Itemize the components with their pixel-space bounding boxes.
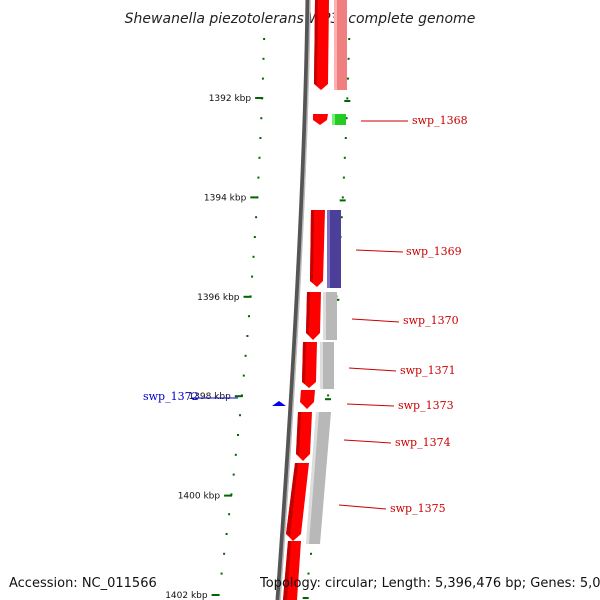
gene-arrow-swp-1374[interactable]	[296, 412, 312, 461]
gene-arrow-swp-1375[interactable]	[286, 463, 309, 541]
gene-block-swp-1369[interactable]	[327, 210, 341, 288]
scale-dot	[340, 216, 343, 219]
scale-dot	[228, 513, 231, 516]
callout-swp-1373[interactable]: swp_1373	[346, 399, 454, 412]
scale-dot	[310, 552, 312, 555]
scale-tick-label: 1394 kbp	[204, 193, 247, 203]
scale-dot	[341, 196, 344, 199]
page-title: Shewanella piezotolerans WP3, complete g…	[125, 11, 476, 27]
scale-dot	[258, 156, 261, 159]
scale-tick-outer	[302, 597, 309, 599]
scale-dot	[252, 255, 255, 258]
scale-tick-outer	[325, 398, 331, 401]
scale-dot	[237, 434, 239, 436]
scale-tick	[243, 295, 252, 298]
scale-tick-label: 1396 kbp	[197, 293, 240, 303]
topology-text: Topology: circular; Length: 5,396,476 bp…	[259, 576, 600, 591]
scale-dot	[244, 354, 247, 357]
scale-dot	[345, 117, 348, 120]
gene-label-swp-1374: swp_1374	[395, 436, 451, 449]
scale-dot	[262, 57, 265, 60]
scale-dot	[343, 156, 346, 159]
gene-block-swp-1374[interactable]	[306, 412, 331, 544]
accession-text: Accession: NC_011566	[9, 576, 157, 591]
scale-dot	[253, 236, 256, 238]
scale-dot	[242, 374, 245, 377]
scale-dot	[234, 453, 237, 456]
scale-dot	[248, 315, 250, 318]
scale-dot	[347, 77, 349, 80]
gene-arrow-swp-1371[interactable]	[302, 342, 317, 388]
gene-block-swp-1368[interactable]	[332, 114, 346, 125]
scale-dot	[232, 473, 235, 476]
gene-arrow-top[interactable]	[314, 0, 329, 90]
scale-dot	[327, 394, 330, 397]
scale-dot	[225, 533, 228, 535]
callout-swp-1371[interactable]: swp_1371	[348, 364, 456, 377]
gene-arrow-swp-1370[interactable]	[306, 292, 321, 340]
scale-tick	[211, 594, 220, 596]
scale-tick	[234, 395, 243, 398]
scale-dot	[260, 117, 263, 120]
scale-tick-label: 1400 kbp	[178, 492, 221, 502]
gene-label-swp-1370: swp_1370	[403, 314, 459, 327]
scale-dot	[220, 572, 223, 575]
scale-dot	[230, 493, 233, 496]
scale-dot	[246, 335, 249, 337]
callout-swp-1370[interactable]: swp_1370	[351, 314, 459, 327]
gene-label-swp-1369: swp_1369	[406, 245, 462, 258]
gene-block-top-pink[interactable]	[334, 0, 347, 90]
scale-dot	[261, 77, 264, 80]
gene-arrow-bottom[interactable]	[283, 541, 301, 600]
gene-arrow-swp-1369[interactable]	[310, 210, 325, 287]
gene-marker-swp-1372[interactable]	[272, 401, 286, 406]
genome-backbone	[275, 0, 311, 600]
gene-block-swp-1370[interactable]	[323, 292, 337, 340]
gene-arrow-swp-1368[interactable]	[313, 114, 328, 125]
scale-tick	[224, 494, 233, 497]
scale-dot	[346, 97, 349, 100]
gene-arrow-swp-1373[interactable]	[300, 390, 315, 409]
scale-dot	[239, 414, 241, 417]
scale-dot	[263, 38, 266, 40]
callout-swp-1374[interactable]: swp_1374	[343, 436, 451, 449]
scale-tick	[255, 97, 264, 99]
callout-swp-1368[interactable]: swp_1368	[361, 114, 468, 127]
scale-dot	[348, 38, 351, 40]
scale-dot	[307, 572, 310, 575]
scale-tick-label: 1398 kbp	[188, 392, 231, 402]
scale-dot	[223, 552, 226, 555]
gene-label-swp-1371: swp_1371	[400, 364, 456, 377]
scale-tick-outer	[339, 199, 346, 202]
scale-tick-label: 1402 kbp	[165, 591, 208, 600]
gene-label-swp-1368: swp_1368	[412, 114, 468, 127]
scale-dot	[347, 57, 350, 60]
scale-dot	[259, 137, 262, 139]
gene-label-swp-1373: swp_1373	[398, 399, 454, 412]
scale-dot	[344, 137, 347, 139]
scale-tick-label: 1392 kbp	[209, 94, 252, 104]
gene-labels: swp_1368 swp_1369 swp_1370 swp_1371 swp_…	[143, 114, 468, 515]
callout-swp-1369[interactable]: swp_1369	[355, 245, 462, 258]
scale-dot	[251, 275, 254, 278]
callout-swp-1375[interactable]: swp_1375	[338, 502, 446, 515]
scale-dot	[255, 216, 258, 219]
scale-tick	[250, 196, 259, 199]
scale-tick-outer	[344, 100, 351, 102]
gene-block-swp-1371[interactable]	[320, 342, 334, 389]
gene-label-swp-1375: swp_1375	[390, 502, 446, 515]
scale-dot	[342, 176, 345, 179]
callout-swp-1372[interactable]: swp_1372	[143, 390, 238, 403]
gene-label-swp-1372: swp_1372	[143, 390, 199, 403]
scale-dot	[257, 176, 260, 179]
